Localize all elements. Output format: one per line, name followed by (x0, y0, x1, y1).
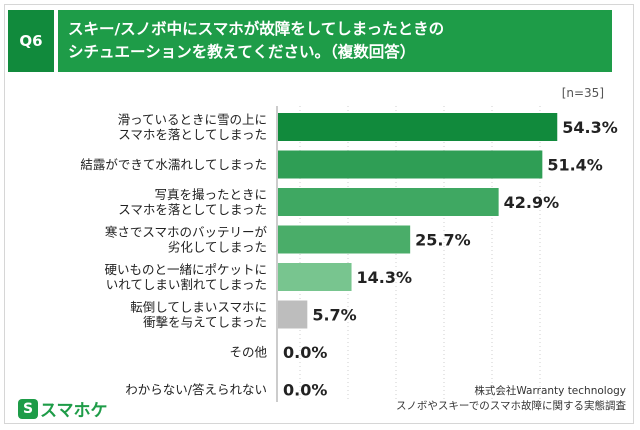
bar-2 (278, 188, 499, 216)
value-label-2: 42.9% (504, 193, 560, 212)
bar-5 (278, 300, 308, 329)
value-label-6: 0.0% (283, 343, 327, 362)
brand-name: スマホケ (40, 401, 108, 421)
sample-size-label: [n=35] (561, 86, 604, 100)
credit-company: 株式会社Warranty technology (474, 385, 626, 397)
category-label-1: 結露ができて水濡れしてしまった (80, 157, 267, 172)
category-label-3: 寒さでスマホのバッテリーが劣化してしまった (105, 225, 268, 255)
value-label-3: 25.7% (415, 231, 471, 250)
bar-4 (278, 263, 352, 291)
category-label-5: 転倒してしまいスマホに衝撃を与えてしまった (130, 300, 267, 330)
source-credit: 株式会社Warranty technology スノボやスキーでのスマホ故障に関… (396, 384, 626, 414)
category-label-0: 滑っているときに雪の上にスマホを落としてしまった (118, 112, 267, 142)
question-title: スキー/スノボ中にスマホが故障をしてしまったときの シチュエーションを教えてくだ… (68, 20, 445, 61)
category-label-2: 写真を撮ったときにスマホを落としてしまった (118, 187, 267, 217)
value-label-0: 54.3% (562, 118, 618, 137)
brand-logo: S スマホケ (18, 396, 108, 421)
question-header: Q6 スキー/スノボ中にスマホが故障をしてしまったときの シチュエーションを教え… (8, 10, 612, 72)
value-label-1: 51.4% (547, 156, 603, 175)
value-label-7: 0.0% (283, 381, 327, 400)
bar-1 (278, 150, 543, 179)
question-tag: Q6 (8, 10, 54, 72)
category-label-4: 硬いものと一緒にポケットにいれてしまい割れてしまった (104, 262, 267, 292)
bar-3 (278, 225, 411, 254)
value-label-4: 14.3% (357, 268, 413, 287)
brand-logo-icon: S (18, 398, 38, 419)
value-label-5: 5.7% (312, 306, 356, 325)
category-label-7: わからない/答えられない (125, 382, 267, 397)
credit-survey: スノボやスキーでのスマホ故障に関する実態調査 (395, 400, 626, 412)
bar-0 (278, 113, 558, 141)
question-title-box: スキー/スノボ中にスマホが故障をしてしまったときの シチュエーションを教えてくだ… (58, 10, 612, 72)
category-label-6: その他 (229, 345, 267, 360)
